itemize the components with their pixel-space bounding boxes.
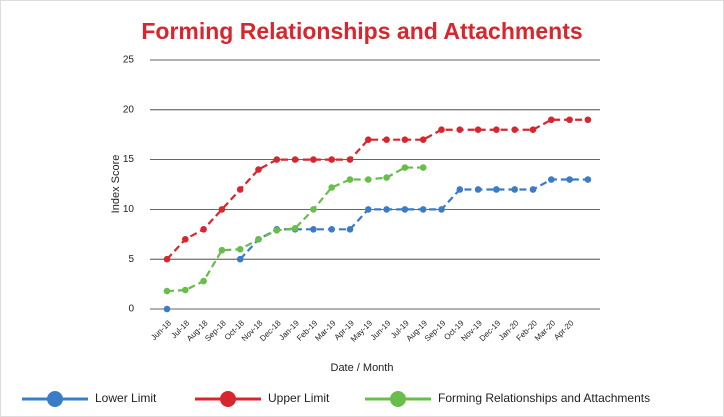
data-point [291,156,299,163]
data-point [401,136,409,143]
data-point [584,176,592,183]
data-point [438,206,445,213]
data-point [474,126,482,134]
data-point [456,186,464,193]
data-point [511,186,518,193]
data-point [310,226,317,233]
legend-marker [47,391,63,407]
y-tick-label: 20 [123,104,135,115]
data-point [218,246,226,254]
y-tick-label: 0 [128,304,134,315]
data-point [236,245,244,253]
data-point [401,164,409,171]
y-tick-label: 25 [123,55,135,66]
data-point [401,206,409,213]
data-point [383,206,390,213]
data-point [419,136,427,143]
data-point [310,156,317,163]
data-point [182,286,189,294]
data-point [310,206,317,213]
data-point [511,126,518,134]
legend-label: Forming Relationships and Attachments [438,391,650,405]
series-line [166,166,424,293]
data-point [365,176,372,183]
data-point [255,235,262,243]
data-point [273,227,281,234]
data-point [236,255,244,263]
data-point [163,305,171,313]
data-point [493,126,500,134]
legend-label: Lower Limit [95,391,157,405]
data-point [456,126,464,134]
data-point [365,136,372,143]
data-point [566,176,573,183]
data-point [328,156,336,163]
data-point [328,184,336,191]
legend-marker [390,391,406,407]
data-point [163,287,171,295]
data-point [273,156,281,163]
data-point [529,186,537,193]
data-point [291,225,299,232]
data-point [346,226,354,233]
data-point [365,206,372,213]
data-point [438,126,445,134]
data-point [529,126,537,134]
data-point [182,235,189,243]
data-point [163,255,171,263]
data-point [474,186,482,193]
y-tick-label: 15 [123,154,135,165]
data-point [419,206,427,213]
data-point [493,186,500,193]
data-point [548,176,555,183]
data-point [236,186,244,193]
chart-title: Forming Relationships and Attachments [141,18,582,44]
y-axis-label: Index Score [110,155,122,214]
data-point [346,176,354,183]
data-point [328,226,336,233]
legend-marker [220,391,236,407]
data-point [419,164,427,171]
data-point [200,226,207,233]
data-point [218,206,226,213]
data-point [383,136,390,143]
data-point [584,116,592,124]
data-point [255,166,262,173]
data-point [548,116,555,124]
data-point [200,277,207,285]
legend-label: Upper Limit [268,391,330,405]
y-tick-label: 5 [128,254,134,265]
x-axis-label: Date / Month [331,362,394,374]
data-point [346,156,354,163]
data-point [566,116,573,124]
data-point [383,174,390,181]
y-tick-label: 10 [123,204,135,215]
